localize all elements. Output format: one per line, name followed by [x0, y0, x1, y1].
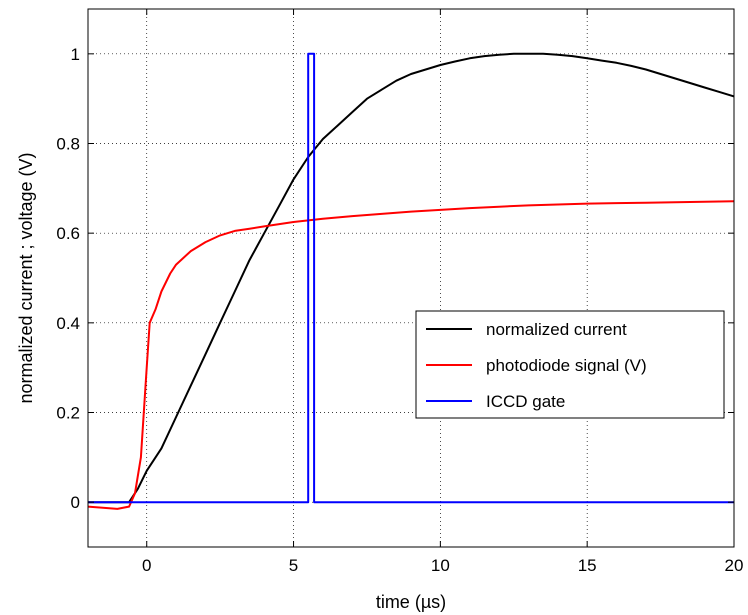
- y-axis-label: normalized current ; voltage (V): [16, 152, 36, 403]
- series-line-photodiode-signal-v: [87, 200, 735, 510]
- y-tick-label: 0.2: [56, 404, 80, 423]
- x-tick-label: 20: [725, 556, 744, 575]
- x-axis-label: time (µs): [376, 592, 446, 612]
- y-tick-label: 0: [71, 493, 80, 512]
- legend-label-normalized-current: normalized current: [486, 320, 627, 339]
- x-tick-label: 10: [431, 556, 450, 575]
- series-layer: [87, 52, 735, 510]
- ticks: [88, 9, 735, 547]
- x-tick-label: 15: [578, 556, 597, 575]
- x-tick-label: 5: [289, 556, 298, 575]
- legend-label-photodiode-signal-v: photodiode signal (V): [486, 356, 647, 375]
- plot-area: [88, 9, 734, 547]
- y-tick-label: 1: [71, 45, 80, 64]
- y-tick-label: 0.4: [56, 314, 80, 333]
- y-tick-label: 0.6: [56, 224, 80, 243]
- series-line-normalized-current: [88, 52, 735, 504]
- legend-label-iccd-gate: ICCD gate: [486, 392, 565, 411]
- tick-labels: 0 5 10 15 20 0 0.2 0.4 0.6 0.8 1: [56, 45, 743, 575]
- x-tick-label: 0: [142, 556, 151, 575]
- series-line-iccd-gate: [88, 52, 734, 504]
- y-tick-label: 0.8: [56, 135, 80, 154]
- plot-frame: [87, 8, 735, 548]
- legend: normalized current photodiode signal (V) I…: [415, 310, 725, 419]
